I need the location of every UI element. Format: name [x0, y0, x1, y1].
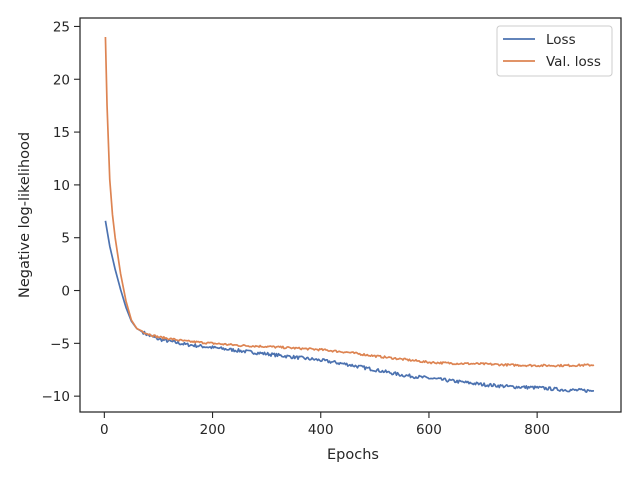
x-tick-label: 200 — [200, 422, 226, 438]
x-tick-label: 800 — [524, 422, 550, 438]
legend: Loss Val. loss — [496, 25, 613, 77]
legend-label-val-loss: Val. loss — [546, 54, 601, 70]
y-axis: 25 20 15 10 5 0 −5 −10 — [42, 19, 80, 405]
y-axis-label: Negative log-likelihood — [17, 132, 33, 298]
y-tick-label: 5 — [61, 231, 70, 247]
y-tick-label: 10 — [53, 178, 70, 194]
y-tick-label: −10 — [42, 389, 71, 405]
series-line-val-loss — [104, 36, 595, 368]
x-axis: 0 200 400 600 800 — [100, 412, 550, 438]
y-tick-label: 25 — [53, 19, 70, 35]
axes-frame — [79, 17, 622, 413]
y-tick-label: 0 — [61, 284, 70, 300]
legend-label-loss: Loss — [546, 32, 576, 48]
y-tick-label: 20 — [53, 72, 70, 88]
y-tick-label: 15 — [53, 125, 70, 141]
x-tick-label: 0 — [100, 422, 109, 438]
series-layer — [104, 36, 595, 393]
x-axis-label: Epochs — [327, 447, 379, 463]
series-line-loss — [104, 220, 594, 393]
x-tick-label: 600 — [416, 422, 442, 438]
y-tick-label: −5 — [50, 336, 70, 352]
x-tick-label: 400 — [308, 422, 334, 438]
